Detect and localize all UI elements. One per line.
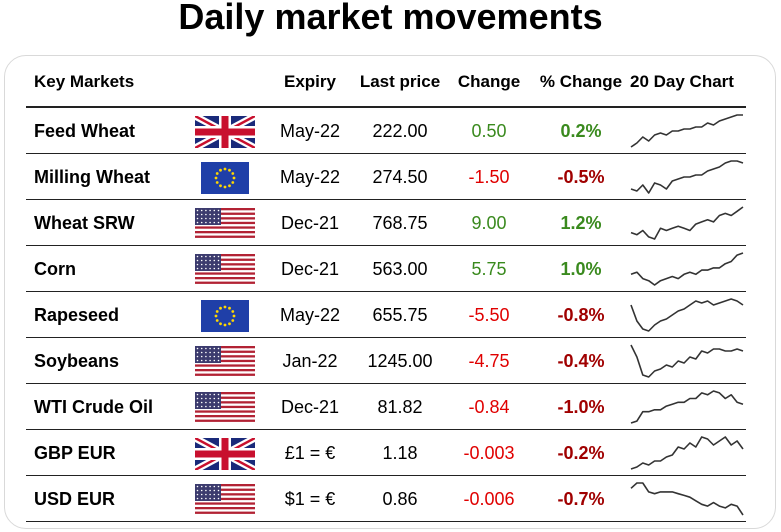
change-value: 0.50 xyxy=(471,121,507,141)
header-expiry: Expiry xyxy=(284,72,336,91)
eu-flag-icon xyxy=(195,162,255,194)
sparkline-20-day xyxy=(630,297,744,333)
market-name: Corn xyxy=(34,259,76,279)
header-key-markets: Key Markets xyxy=(34,72,135,91)
expiry-value: May-22 xyxy=(279,121,341,141)
last-price-value: 81.82 xyxy=(377,397,423,417)
row-divider xyxy=(26,383,746,384)
table-row: GBP EUR £1 = € 1.18 -0.003 -0.2% xyxy=(0,430,781,476)
us-flag-icon xyxy=(195,392,255,424)
change-value: -5.50 xyxy=(468,305,510,325)
expiry-value: May-22 xyxy=(279,167,341,187)
sparkline-20-day xyxy=(630,159,744,195)
last-price-value: 655.75 xyxy=(372,305,428,325)
us-flag-icon xyxy=(195,484,255,516)
pct-change-value: -0.7% xyxy=(557,489,605,509)
pct-change-value: 1.2% xyxy=(560,213,602,233)
expiry-value: May-22 xyxy=(279,305,341,325)
header-last-price: Last price xyxy=(359,72,441,91)
change-value: -0.84 xyxy=(468,397,510,417)
expiry-value: £1 = € xyxy=(284,443,336,463)
table-row: WTI Crude Oil Dec-21 81.82 -0.84 -1.0% xyxy=(0,384,781,430)
sparkline-20-day xyxy=(630,481,744,517)
market-name: USD EUR xyxy=(34,489,116,509)
market-name: Wheat SRW xyxy=(34,213,135,233)
pct-change-value: -0.2% xyxy=(557,443,605,463)
last-price-value: 1.18 xyxy=(382,443,418,463)
expiry-value: Dec-21 xyxy=(280,397,340,417)
table-row: Soybeans Jan-22 1245.00 -4.75 -0.4% xyxy=(0,338,781,384)
change-value: 5.75 xyxy=(471,259,507,279)
last-price-value: 222.00 xyxy=(372,121,428,141)
pct-change-value: -1.0% xyxy=(557,397,605,417)
row-divider xyxy=(26,245,746,246)
pct-change-value: 1.0% xyxy=(560,259,602,279)
us-flag-icon xyxy=(195,208,255,240)
header-20-day-chart: 20 Day Chart xyxy=(630,72,734,91)
header-change: Change xyxy=(457,72,521,91)
us-flag-icon xyxy=(195,254,255,286)
change-value: -0.006 xyxy=(463,489,515,509)
market-name: WTI Crude Oil xyxy=(34,397,153,417)
last-price-value: 563.00 xyxy=(372,259,428,279)
expiry-value: $1 = € xyxy=(284,489,336,509)
sparkline-20-day xyxy=(630,113,744,149)
expiry-value: Dec-21 xyxy=(280,213,340,233)
row-divider xyxy=(26,337,746,338)
sparkline-20-day xyxy=(630,205,744,241)
market-table-card xyxy=(4,55,776,529)
table-row: USD EUR $1 = € 0.86 -0.006 -0.7% xyxy=(0,476,781,522)
header-divider xyxy=(26,106,746,108)
sparkline-20-day xyxy=(630,343,744,379)
row-divider xyxy=(26,521,746,522)
page-title: Daily market movements xyxy=(178,0,603,37)
last-price-value: 0.86 xyxy=(382,489,418,509)
pct-change-value: -0.8% xyxy=(557,305,605,325)
row-divider xyxy=(26,199,746,200)
expiry-value: Dec-21 xyxy=(280,259,340,279)
sparkline-20-day xyxy=(630,251,744,287)
pct-change-value: -0.4% xyxy=(557,351,605,371)
last-price-value: 274.50 xyxy=(372,167,428,187)
table-row: Rapeseed May-22 655.75 -5.50 -0.8% xyxy=(0,292,781,338)
expiry-value: Jan-22 xyxy=(282,351,338,371)
table-row: Feed Wheat May-22 222.00 0.50 0.2% xyxy=(0,108,781,154)
row-divider xyxy=(26,475,746,476)
row-divider xyxy=(26,153,746,154)
market-name: Milling Wheat xyxy=(34,167,150,187)
table-row: Milling Wheat May-22 274.50 -1.50 -0.5% xyxy=(0,154,781,200)
header-pct-change: % Change xyxy=(539,72,623,91)
change-value: -0.003 xyxy=(463,443,515,463)
last-price-value: 768.75 xyxy=(372,213,428,233)
market-name: GBP EUR xyxy=(34,443,116,463)
market-name: Rapeseed xyxy=(34,305,120,325)
change-value: -1.50 xyxy=(468,167,510,187)
eu-flag-icon xyxy=(195,300,255,332)
sparkline-20-day xyxy=(630,389,744,425)
row-divider xyxy=(26,291,746,292)
table-row: Corn Dec-21 563.00 5.75 1.0% xyxy=(0,246,781,292)
uk-flag-icon xyxy=(193,434,257,474)
market-name: Soybeans xyxy=(34,351,120,371)
table-row: Wheat SRW Dec-21 768.75 9.00 1.2% xyxy=(0,200,781,246)
pct-change-value: -0.5% xyxy=(557,167,605,187)
change-value: -4.75 xyxy=(468,351,510,371)
us-flag-icon xyxy=(195,346,255,378)
uk-flag-icon xyxy=(193,112,257,152)
last-price-value: 1245.00 xyxy=(367,351,433,371)
market-name: Feed Wheat xyxy=(34,121,136,141)
sparkline-20-day xyxy=(630,435,744,471)
change-value: 9.00 xyxy=(471,213,507,233)
pct-change-value: 0.2% xyxy=(560,121,602,141)
row-divider xyxy=(26,429,746,430)
